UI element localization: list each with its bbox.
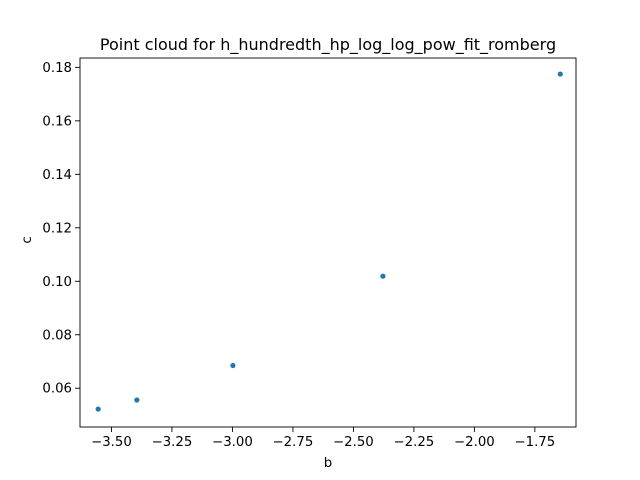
x-tick-label: −2.25 [394, 435, 435, 450]
y-tick-label: 0.10 [42, 275, 72, 290]
x-tick-label: −2.50 [333, 435, 374, 450]
data-point [380, 273, 386, 279]
data-point [95, 406, 101, 412]
x-tick-label: −1.75 [514, 435, 555, 450]
x-tick-label: −3.00 [212, 435, 253, 450]
x-tick-label: −2.75 [273, 435, 314, 450]
plot-area: −3.50 −3.25 −3.00 −2.75 −2.50 −2.25 −2.00 −1.75… [42, 57, 577, 450]
x-axis-label: b [324, 456, 332, 471]
y-tick-label: 0.14 [42, 168, 72, 183]
x-tick-label: −3.25 [152, 435, 193, 450]
y-tick-label: 0.18 [42, 61, 72, 76]
x-tick-label: −3.50 [91, 435, 132, 450]
y-tick-label: 0.16 [42, 114, 72, 129]
chart-title: Point cloud for h_hundredth_hp_log_log_p… [100, 35, 556, 55]
data-point [134, 397, 140, 403]
axes-frame [79, 57, 577, 428]
y-tick-label: 0.08 [42, 328, 72, 343]
data-point [230, 362, 236, 369]
y-axis-label: c [20, 236, 35, 243]
y-tick-label: 0.12 [42, 221, 72, 236]
y-tick-label: 0.06 [42, 382, 72, 397]
x-tick-label: −2.00 [454, 435, 495, 450]
data-point [557, 71, 563, 77]
